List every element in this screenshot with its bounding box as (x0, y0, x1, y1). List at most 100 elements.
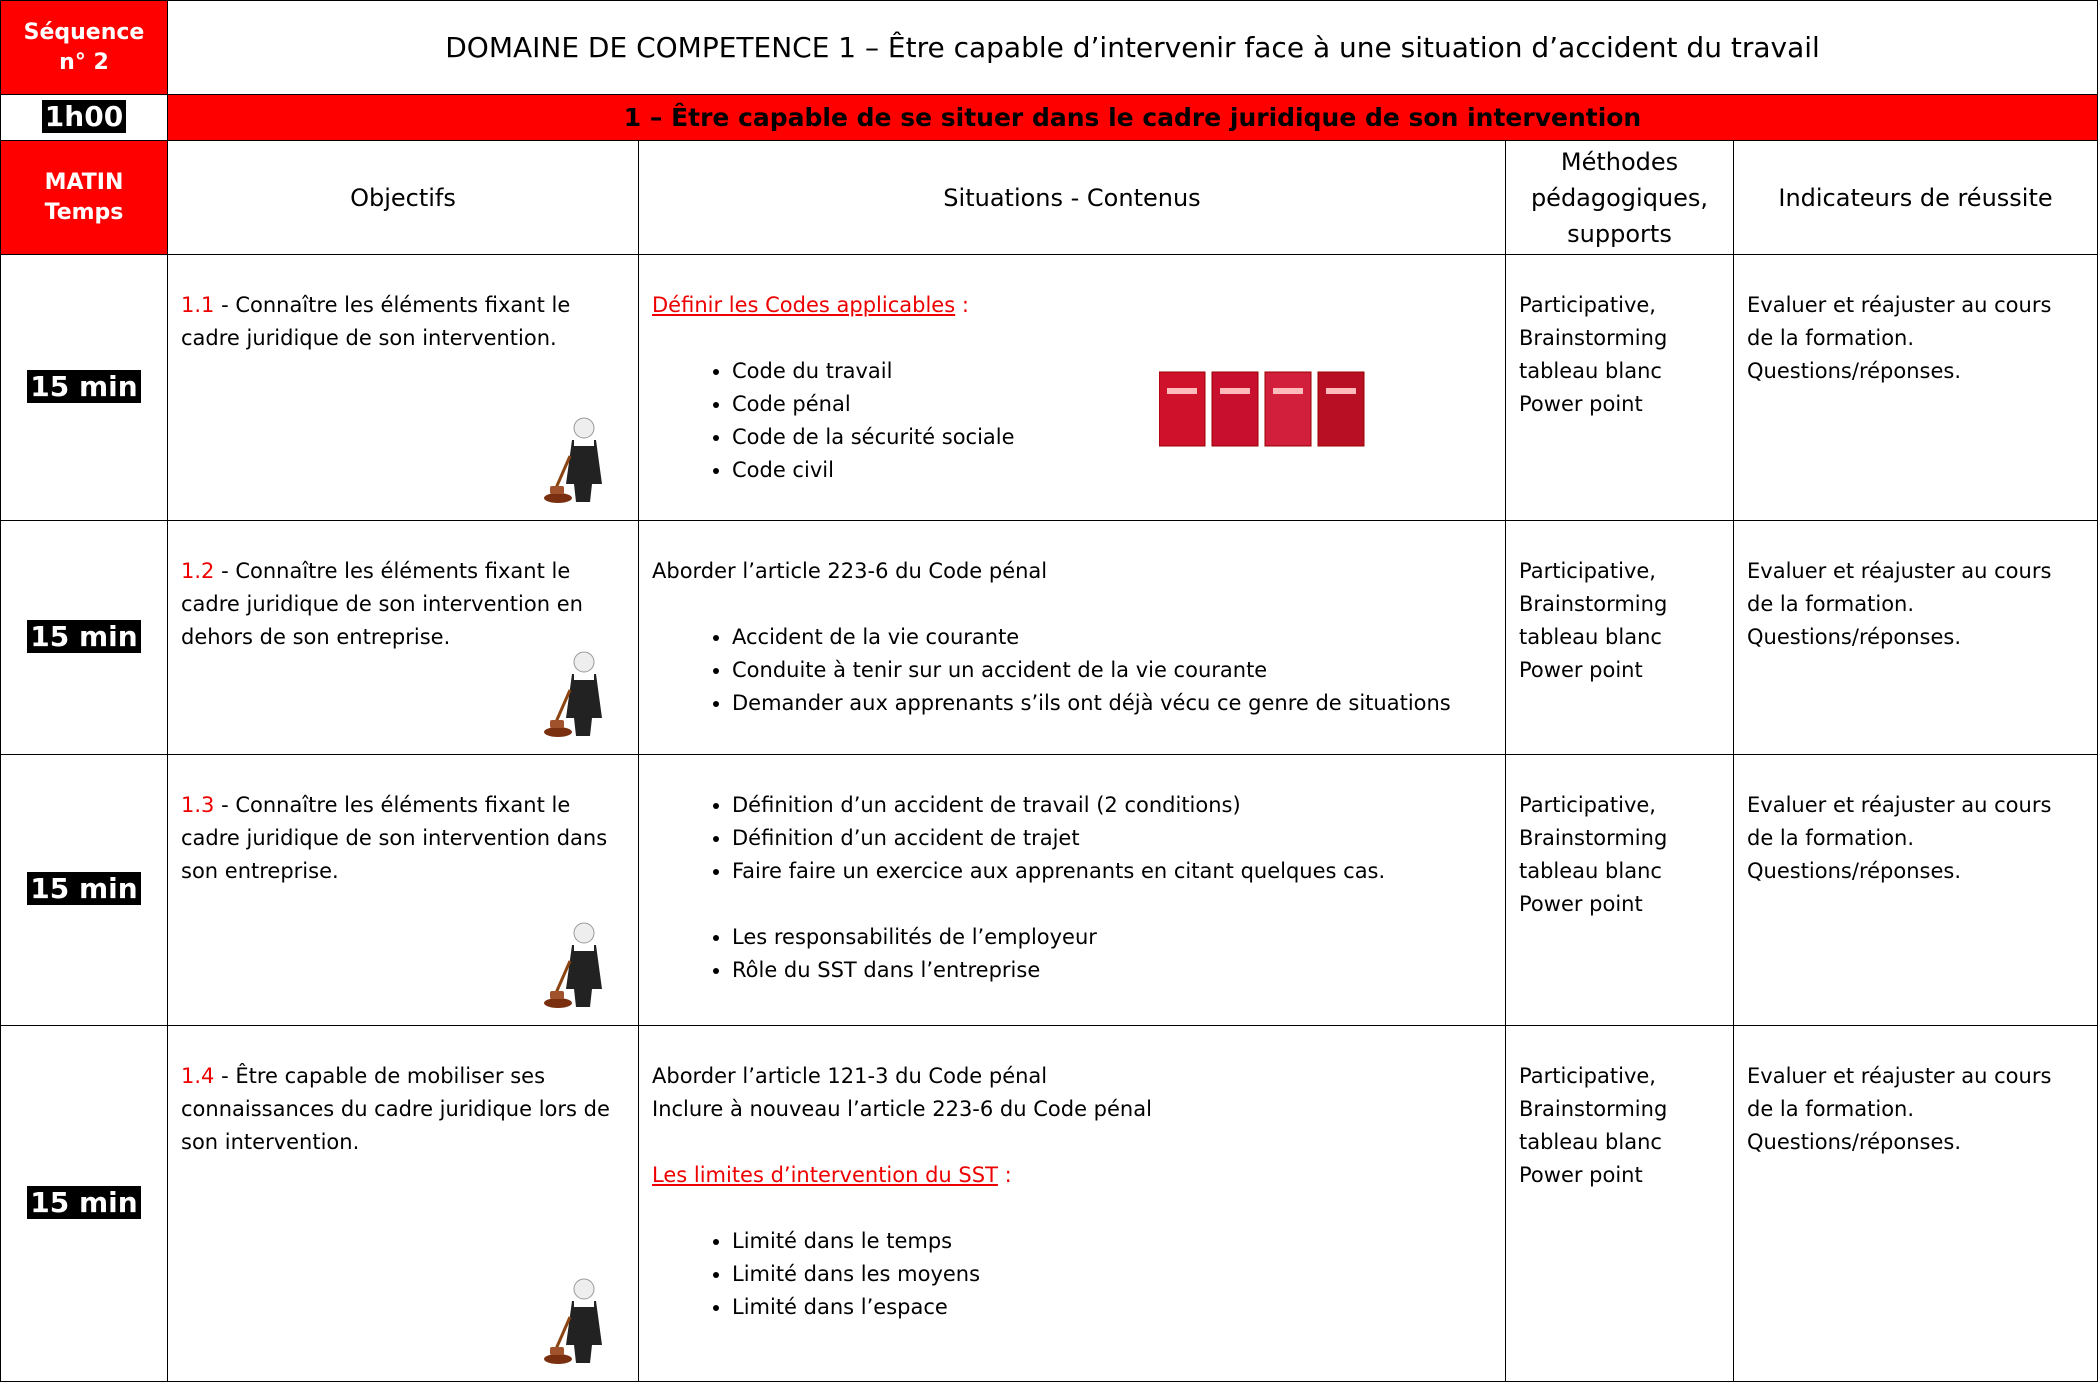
sequence: Séquence n° 2 (0, 0, 168, 95)
time: 15 min (27, 1185, 141, 1219)
objective-cell: 1.1 - Connaître les éléments fixant le c… (167, 254, 639, 521)
time-cell: 15 min (0, 754, 168, 1026)
method: Brainstorming (1519, 826, 1668, 850)
column-header: Situations - Contenus (638, 140, 1506, 255)
objective-cell: 1.3 - Connaître les éléments fixant le c… (167, 754, 639, 1026)
methods-cell: Participative, Brainstorming tableau blanc… (1505, 1025, 1734, 1382)
objective: - Connaître les éléments fixant le cadre… (181, 559, 583, 649)
heading-link: Les limites d’intervention du SST (652, 1163, 998, 1187)
indicator: Questions/réponses. (1747, 1130, 1961, 1154)
subtitle: 1 – Être capable de se situer dans le ca… (166, 94, 2098, 141)
content-text: Aborder l’article 121-3 du Code pénal (652, 1064, 1048, 1088)
lesson-row: 15 min 1.4 - Être capable de mobiliser se… (0, 1025, 2098, 1382)
indicators-cell: Evaluer et réajuster au cours de la form… (1732, 520, 2098, 755)
objective-cell: 1.4 - Être capable de mobiliser ses conn… (167, 1025, 639, 1382)
objective-number: 1.1 (181, 293, 215, 317)
content-text: Inclure à nouveau l’article 223-6 du Cod… (652, 1097, 1152, 1121)
bullet-item: Limité dans les moyens (732, 1258, 1492, 1291)
indicators-cell: Evaluer et réajuster au cours de la form… (1732, 754, 2098, 1026)
objective-number: 1.2 (181, 559, 215, 583)
indicator: Questions/réponses. (1747, 359, 1961, 383)
objective-number: 1.4 (181, 1064, 215, 1088)
objective: - Être capable de mobiliser ses connaiss… (181, 1064, 610, 1154)
content-heading: Définir les Codes applicables : (652, 289, 1492, 322)
bullet-list: Les responsabilités de l’employeurRôle d… (652, 921, 1492, 987)
objective-number: 1.3 (181, 793, 215, 817)
method: Power point (1519, 658, 1643, 682)
heading-colon: : (961, 293, 969, 317)
method: Participative, (1519, 559, 1656, 583)
judge-icon (544, 651, 602, 737)
indicator: Questions/réponses. (1747, 625, 1961, 649)
lesson-row: 15 min 1.2 - Connaître les éléments fixan… (0, 520, 2098, 755)
time-cell: 15 min (0, 254, 168, 521)
rows: 15 min 1.1 - Connaître les éléments fixan… (0, 254, 2098, 1382)
objective: - Connaître les éléments fixant le cadre… (181, 793, 608, 883)
method: Brainstorming (1519, 326, 1668, 350)
title: DOMAINE DE COMPETENCE 1 – Être capable d… (166, 0, 2098, 95)
methods-cell: Participative, Brainstorming tableau blanc… (1505, 754, 1734, 1026)
code-books (1159, 371, 1365, 447)
bullet-item: Accident de la vie courante (732, 621, 1492, 654)
content-cell: Aborder l’article 223-6 du Code pénal Acc… (638, 520, 1506, 755)
method: Participative, (1519, 293, 1656, 317)
methods-cell: Participative, Brainstorming tableau blanc… (1505, 254, 1734, 521)
content-text: Aborder l’article 223-6 du Code pénal (652, 559, 1048, 583)
content-cell: Aborder l’article 121-3 du Code pénal Inc… (638, 1025, 1506, 1382)
bullet-item: Les responsabilités de l’employeur (732, 921, 1492, 954)
objective: - Connaître les éléments fixant le cadre… (181, 293, 571, 350)
column-header: Méthodes pédagogiques, supports (1505, 140, 1734, 255)
time: 15 min (27, 872, 141, 905)
method: Brainstorming (1519, 592, 1668, 616)
bullet-list: Code du travailCode pénalCode de la sécu… (652, 355, 1492, 487)
bullet-item: Code du travail (732, 355, 1492, 388)
bullet-item: Code de la sécurité sociale (732, 421, 1492, 454)
subtitle-row: 1h00 1 – Être capable de se situer dans … (0, 94, 2098, 141)
method: tableau blanc (1519, 859, 1662, 883)
indicators-cell: Evaluer et réajuster au cours de la form… (1732, 254, 2098, 521)
bullet-item: Définition d’un accident de trajet (732, 822, 1492, 855)
objective-cell: 1.2 - Connaître les éléments fixant le c… (167, 520, 639, 755)
bullet-item: Code pénal (732, 388, 1492, 421)
duration: 1h00 (41, 99, 127, 133)
column-header: Indicateurs de réussite (1732, 140, 2098, 255)
indicator: Evaluer et réajuster au cours de la form… (1747, 293, 2052, 350)
method: tableau blanc (1519, 1130, 1662, 1154)
column-headers: MATIN Temps Objectifs Situations - Conten… (0, 140, 2098, 255)
column-header: Objectifs (167, 140, 639, 255)
time-cell: 15 min (0, 1025, 168, 1382)
time-cell: 15 min (0, 520, 168, 755)
lesson-row: 15 min 1.3 - Connaître les éléments fixan… (0, 754, 2098, 1026)
bullet-list: Limité dans le tempsLimité dans les moye… (652, 1225, 1492, 1324)
bullet-list: Définition d’un accident de travail (2 c… (652, 789, 1492, 888)
method: tableau blanc (1519, 625, 1662, 649)
time-header: MATIN (44, 169, 124, 195)
judge-icon (544, 922, 602, 1008)
indicator: Evaluer et réajuster au cours de la form… (1747, 559, 2052, 616)
content-cell: Définir les Codes applicables : Code du t… (638, 254, 1506, 521)
method: Power point (1519, 1163, 1643, 1187)
indicator: Questions/réponses. (1747, 859, 1961, 883)
time: 15 min (27, 369, 141, 403)
bullet-item: Limité dans l’espace (732, 1291, 1492, 1324)
heading-colon: : (1004, 1163, 1012, 1187)
method: Brainstorming (1519, 1097, 1668, 1121)
content-cell: Définition d’un accident de travail (2 c… (638, 754, 1506, 1026)
content-heading: Les limites d’intervention du SST : (652, 1159, 1492, 1192)
bullet-list: Accident de la vie couranteConduite à te… (652, 621, 1492, 720)
indicators-cell: Evaluer et réajuster au cours de la form… (1732, 1025, 2098, 1382)
bullet-item: Limité dans le temps (732, 1225, 1492, 1258)
methods-cell: Participative, Brainstorming tableau blanc… (1505, 520, 1734, 755)
judge-icon (544, 417, 602, 503)
time-header: Temps (44, 199, 124, 225)
method: tableau blanc (1519, 359, 1662, 383)
time: 15 min (27, 619, 141, 653)
bullet-item: Conduite à tenir sur un accident de la v… (732, 654, 1492, 687)
heading-link: Définir les Codes applicables (652, 293, 956, 317)
judge-icon (544, 1278, 602, 1364)
bullet-item: Code civil (732, 454, 1492, 487)
method: Power point (1519, 892, 1643, 916)
title-row: Séquence n° 2 DOMAINE DE COMPETENCE 1 – … (0, 0, 2098, 95)
